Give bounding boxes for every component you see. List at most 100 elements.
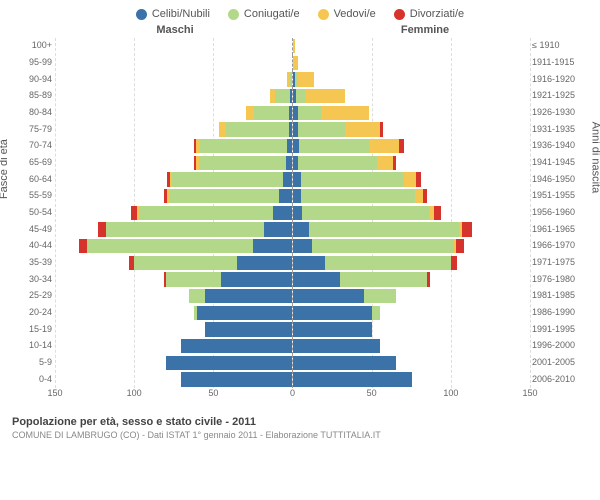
age-label: 20-24 [20,308,52,317]
segment [293,206,302,220]
bar-male [55,305,292,322]
legend-swatch [228,9,239,20]
chart-footer: Popolazione per età, sesso e stato civil… [0,410,600,440]
segment [293,189,301,203]
segment [340,272,427,286]
legend-swatch [394,9,405,20]
segment [293,56,298,70]
pyramid-row [55,55,530,72]
segment [380,122,383,136]
segment [423,189,428,203]
legend-item: Coniugati/e [228,8,300,20]
segment [325,256,451,270]
bar-female [292,221,530,238]
segment [283,172,292,186]
segment [293,239,312,253]
bar-female [292,155,530,172]
legend-label: Celibi/Nubili [152,8,210,20]
segment [172,172,283,186]
segment [299,139,370,153]
segment [321,106,368,120]
x-tick: 50 [208,388,218,398]
bar-male [55,321,292,338]
header-male: Maschi [50,24,300,36]
bar-female [292,88,530,105]
age-label: 45-49 [20,225,52,234]
segment [293,172,301,186]
year-label: 1956-1960 [532,208,582,217]
year-label: 1981-1985 [532,291,582,300]
bar-female [292,255,530,272]
segment [275,89,291,103]
year-label: 2006-2010 [532,375,582,384]
segment [377,156,393,170]
segment [293,39,295,53]
pyramid-row [55,121,530,138]
bar-male [55,155,292,172]
segment [169,189,280,203]
bar-female [292,188,530,205]
segment [298,122,345,136]
age-label: 75-79 [20,125,52,134]
segment [293,256,325,270]
pyramid-row [55,221,530,238]
segment [181,339,292,353]
year-label: 1911-1915 [532,58,582,67]
bar-male [55,171,292,188]
segment [293,322,372,336]
bar-male [55,371,292,388]
population-pyramid [55,38,530,388]
age-label: 40-44 [20,241,52,250]
legend-item: Divorziati/e [394,8,464,20]
year-label: 1966-1970 [532,241,582,250]
bar-female [292,55,530,72]
age-label: 70-74 [20,141,52,150]
legend-label: Coniugati/e [244,8,300,20]
bar-male [55,238,292,255]
pyramid-row [55,205,530,222]
age-label: 85-89 [20,91,52,100]
pyramid-row [55,38,530,55]
age-label: 100+ [20,41,52,50]
bar-male [55,355,292,372]
year-label: ≤ 1910 [532,41,582,50]
segment [404,172,417,186]
x-tick: 50 [367,388,377,398]
segment [345,122,380,136]
bar-male [55,88,292,105]
age-label: 5-9 [20,358,52,367]
bar-male [55,38,292,55]
segment [451,256,457,270]
age-label: 60-64 [20,175,52,184]
segment [302,206,428,220]
year-label: 1926-1930 [532,108,582,117]
pyramid-row [55,171,530,188]
segment [221,272,292,286]
age-label: 90-94 [20,75,52,84]
chart-area: Fasce di età Anni di nascita 15010050050… [0,38,600,408]
year-label: 1991-1995 [532,325,582,334]
pyramid-row [55,305,530,322]
y-axis-label-right: Anni di nascita [590,122,600,194]
year-label: 1961-1965 [532,225,582,234]
segment [293,339,380,353]
segment [199,156,286,170]
age-label: 15-19 [20,325,52,334]
pyramid-row [55,271,530,288]
segment [293,222,309,236]
segment [298,156,377,170]
bar-female [292,105,530,122]
pyramid-row [55,288,530,305]
pyramid-row [55,188,530,205]
chart-title: Popolazione per età, sesso e stato civil… [12,416,588,428]
pyramid-row [55,255,530,272]
segment [279,189,292,203]
segment [246,106,254,120]
year-label: 1946-1950 [532,175,582,184]
bar-male [55,221,292,238]
bar-female [292,338,530,355]
age-label: 95-99 [20,58,52,67]
segment [370,139,398,153]
segment [79,239,87,253]
bar-female [292,271,530,288]
